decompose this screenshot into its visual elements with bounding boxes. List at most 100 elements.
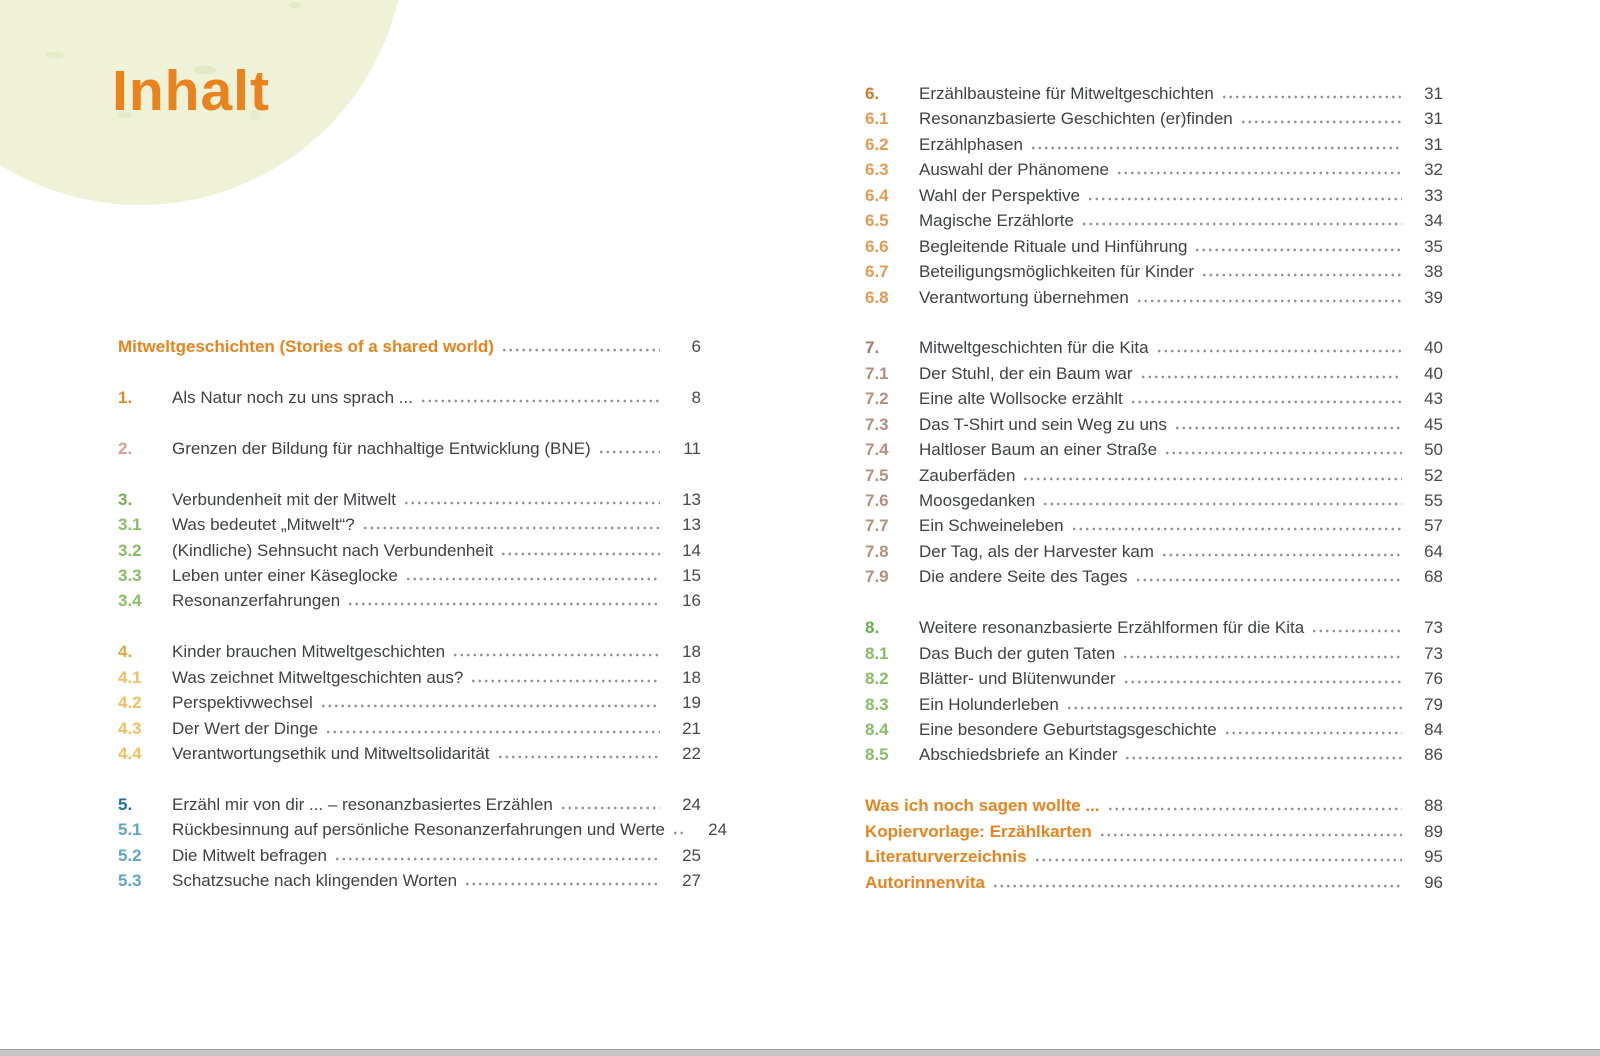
dot-leader: [1106, 798, 1402, 812]
toc-entry-page: 57: [1424, 516, 1443, 536]
toc-entry-page: 52: [1424, 465, 1443, 485]
toc-entry: 7.2 Eine alte Wollsocke erzählt 43: [865, 389, 1443, 414]
dot-leader: [500, 542, 660, 556]
dot-leader: [402, 491, 660, 505]
toc-entry-title: (Kindliche) Sehnsucht nach Verbundenheit: [172, 540, 494, 560]
toc-entry: 3. Verbundenheit mit der Mitwelt 13: [118, 490, 701, 515]
dot-leader: [597, 440, 660, 454]
dot-leader: [1115, 162, 1402, 176]
toc-entry-page: 33: [1424, 185, 1443, 205]
dot-leader: [1129, 391, 1402, 405]
toc-entry-number: 6.1: [865, 109, 889, 129]
toc-entry-title: Was ich noch sagen wollte ...: [865, 796, 1100, 816]
dot-leader: [333, 847, 660, 861]
toc-entry: 8.5 Abschiedsbriefe an Kinder 86: [865, 745, 1443, 770]
toc-entry-title: Leben unter einer Käseglocke: [172, 565, 398, 585]
toc-entry-title: Kinder brauchen Mitweltgeschichten: [172, 642, 446, 662]
dot-leader: [1122, 645, 1402, 659]
toc-entry-page: 35: [1424, 236, 1443, 256]
dot-leader: [1086, 187, 1402, 201]
dot-leader: [1139, 365, 1402, 379]
toc-entry-title: Resonanzerfahrungen: [172, 591, 341, 611]
toc-entry-page: 31: [1424, 109, 1443, 129]
toc-entry-title: Ein Holunderleben: [919, 694, 1059, 714]
toc-entry-number: 8.5: [865, 745, 889, 765]
toc-entry-number: 6.8: [865, 287, 889, 307]
toc-group: 3. Verbundenheit mit der Mitwelt 13 3.1 …: [118, 490, 701, 617]
toc-entry: Mitweltgeschichten (Stories of a shared …: [118, 337, 701, 362]
toc-entry: 6.7 Beteiligungsmöglichkeiten für Kinder…: [865, 262, 1443, 287]
toc-entry-page: 14: [682, 540, 701, 560]
dot-leader: [319, 695, 660, 709]
toc-entry-number: 7.8: [865, 541, 889, 561]
toc-entry-number: 3.: [118, 489, 133, 509]
toc-entry-number: 8.2: [865, 669, 889, 689]
toc-entry: Kopiervorlage: Erzählkarten 89: [865, 822, 1443, 847]
toc-entry-page: 73: [1424, 618, 1443, 638]
toc-entry: Was ich noch sagen wollte ... 88: [865, 796, 1443, 821]
toc-entry-number: 8.: [865, 618, 880, 638]
toc-entry: 7.9 Die andere Seite des Tages 68: [865, 567, 1443, 592]
toc-entry: 6.1 Resonanzbasierte Geschichten (er)fin…: [865, 109, 1443, 134]
toc-entry-title: Die andere Seite des Tages: [919, 567, 1128, 587]
toc-entry-title: Schatzsuche nach klingenden Worten: [172, 871, 458, 891]
toc-entry-number: 5.2: [118, 845, 142, 865]
toc-group: 4. Kinder brauchen Mitweltgeschichten 18…: [118, 642, 701, 769]
dot-leader: [470, 669, 660, 683]
toc-entry-title: Mitweltgeschichten (Stories of a shared …: [118, 337, 494, 356]
toc-entry: 7.7 Ein Schweineleben 57: [865, 516, 1443, 541]
toc-entry-number: 7.1: [865, 363, 889, 383]
toc-group: 5. Erzähl mir von dir ... – resonanzbasi…: [118, 794, 727, 897]
toc-entry: 4. Kinder brauchen Mitweltgeschichten 18: [118, 642, 701, 667]
toc-entry-number: 3.2: [118, 540, 142, 560]
dot-leader: [347, 593, 660, 607]
toc-group: 7. Mitweltgeschichten für die Kita 40 7.…: [865, 338, 1443, 592]
toc-entry: 8.3 Ein Holunderleben 79: [865, 695, 1443, 720]
toc-entry-title: Autorinnenvita: [865, 872, 985, 892]
toc-entry-page: 31: [1424, 84, 1443, 103]
toc-entry: 1. Als Natur noch zu uns sprach ... 8: [118, 388, 701, 413]
toc-entry-page: 16: [682, 591, 701, 611]
toc-entry-title: Verantwortung übernehmen: [919, 287, 1129, 307]
dot-leader: [496, 746, 660, 759]
dot-leader: [672, 822, 687, 836]
page-title: Inhalt: [112, 59, 270, 123]
toc-entry-page: 68: [1424, 567, 1443, 587]
toc-entry: 7.1 Der Stuhl, der ein Baum war 40: [865, 364, 1443, 389]
toc-entry: 8.2 Blätter- und Blütenwunder 76: [865, 669, 1443, 694]
toc-entry-number: 5.3: [118, 871, 142, 891]
toc-entry: 8. Weitere resonanzbasierte Erzählformen…: [865, 618, 1443, 643]
toc-entry: 7.8 Der Tag, als der Harvester kam 64: [865, 542, 1443, 567]
dot-leader: [1033, 849, 1402, 863]
toc-entry-number: 8.3: [865, 694, 889, 714]
toc-entry: 3.1 Was bedeutet „Mitwelt“? 13: [118, 515, 701, 540]
toc-entry-page: 45: [1424, 414, 1443, 434]
toc-entry-number: 8.1: [865, 643, 889, 663]
toc-entry-page: 64: [1424, 541, 1443, 561]
toc-entry-title: Mitweltgeschichten für die Kita: [919, 338, 1149, 358]
toc-entry-number: 5.1: [118, 820, 142, 840]
toc-entry-number: 3.1: [118, 515, 142, 535]
dot-leader: [1164, 442, 1402, 456]
toc-entry-title: Blätter- und Blütenwunder: [919, 669, 1116, 689]
toc-entry: 4.1 Was zeichnet Mitweltgeschichten aus?…: [118, 668, 701, 693]
toc-entry-title: Weitere resonanzbasierte Erzählformen fü…: [919, 618, 1305, 638]
dot-leader: [1239, 111, 1402, 125]
toc-entry-title: Als Natur noch zu uns sprach ...: [172, 387, 413, 407]
dot-leader: [1134, 569, 1402, 583]
toc-entry-page: 13: [682, 489, 701, 509]
toc-entry-page: 19: [682, 693, 701, 713]
toc-entry-page: 15: [682, 565, 701, 585]
toc-entry-number: 7.: [865, 338, 880, 358]
toc-group: 8. Weitere resonanzbasierte Erzählformen…: [865, 618, 1443, 771]
toc-entry-page: 43: [1424, 389, 1443, 409]
toc-entry-number: 4.3: [118, 718, 142, 738]
toc-entry: 3.4 Resonanzerfahrungen 16: [118, 591, 701, 616]
toc-entry: Autorinnenvita 96: [865, 873, 1443, 898]
toc-entry-title: Eine besondere Geburtstagsgeschichte: [919, 719, 1217, 739]
toc-entry-page: 24: [682, 794, 701, 814]
toc-entry-page: 8: [691, 387, 701, 407]
dot-leader: [1029, 136, 1402, 150]
toc-entry: 4.4 Verantwortungsethik und Mitweltsolid…: [118, 744, 701, 769]
toc-entry-title: Der Stuhl, der ein Baum war: [919, 363, 1133, 383]
